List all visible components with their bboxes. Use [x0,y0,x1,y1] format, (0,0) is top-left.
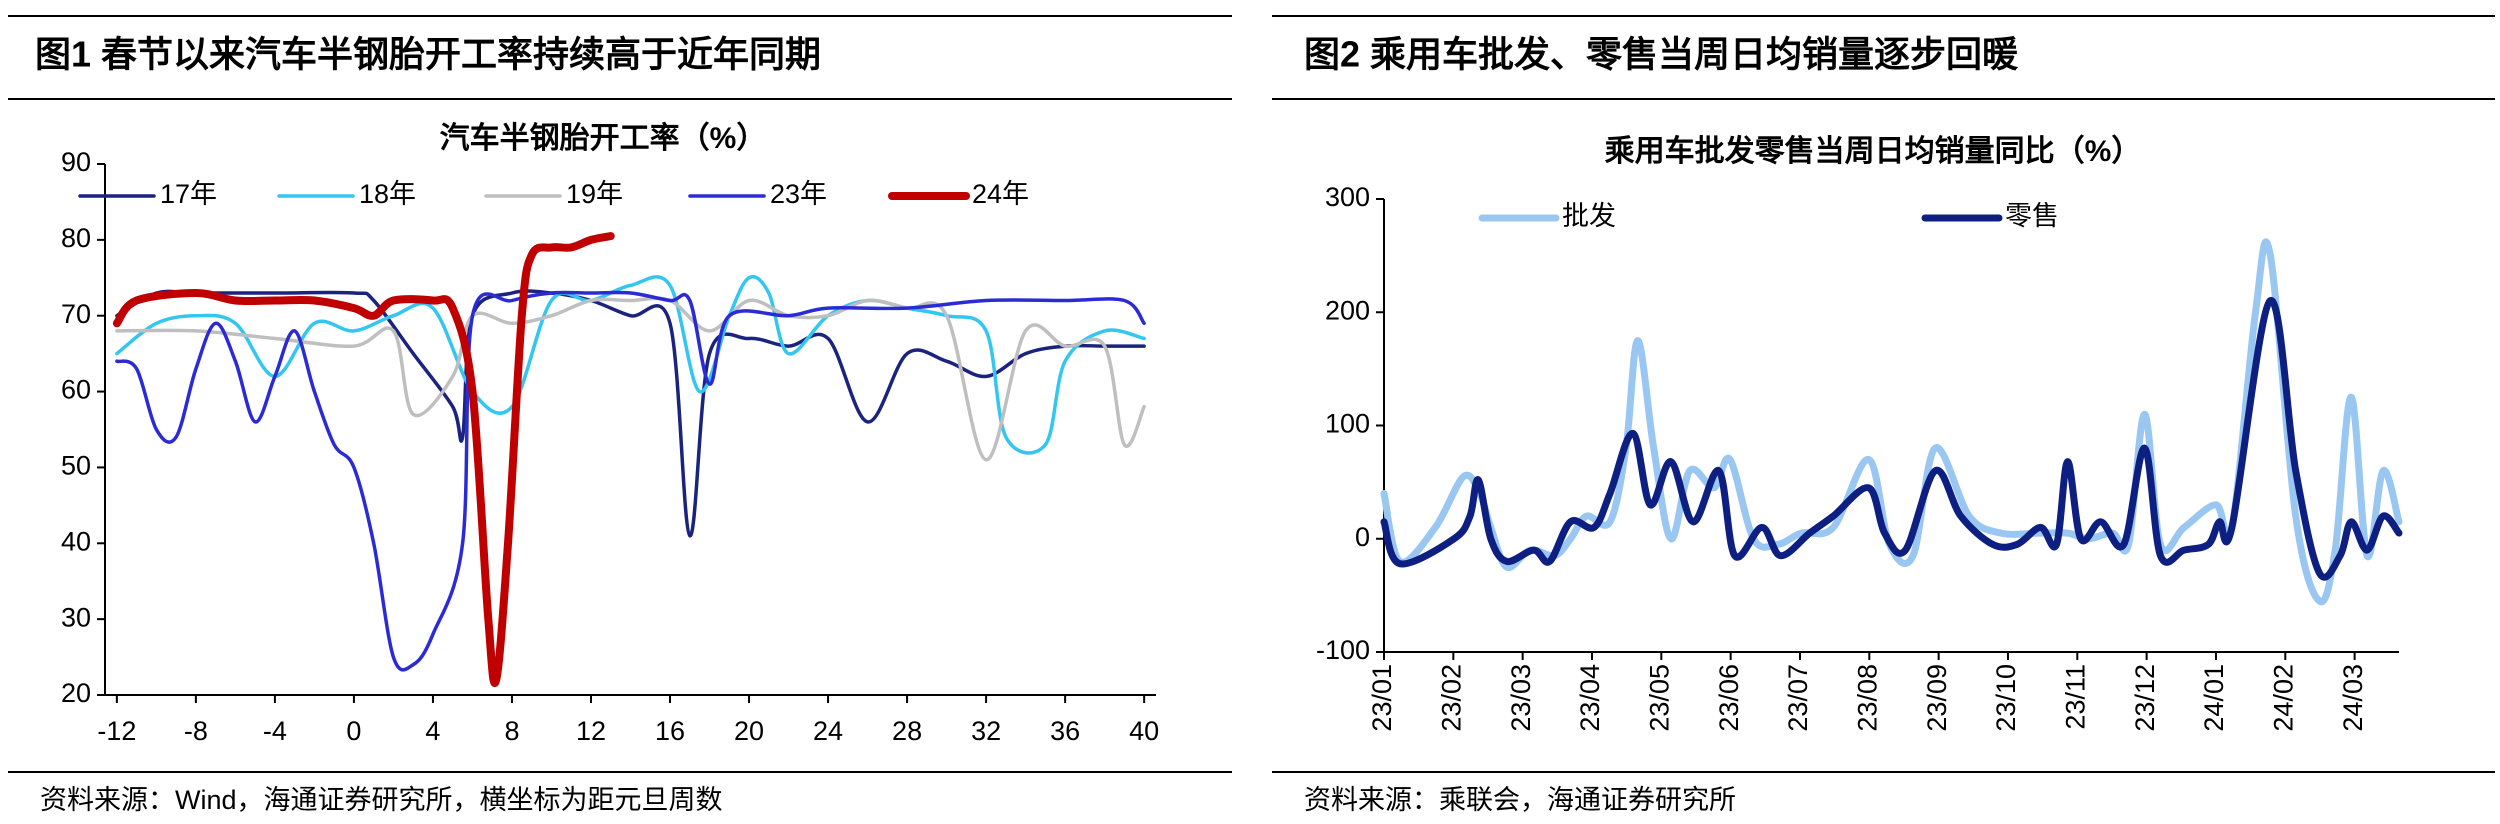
x-tick-label: 24/01 [2199,664,2229,732]
y-tick-label: 100 [1325,409,1370,439]
x-tick-label: 23/02 [1436,664,1466,732]
x-tick-label: 0 [346,716,361,746]
x-tick-label: -8 [184,716,208,746]
x-tick-label: 28 [892,716,922,746]
y-tick-label: 0 [1355,522,1370,552]
chart-title: 乘用车批发零售当周日均销量同比（%） [1605,134,2142,168]
y-tick-label: 60 [61,375,91,405]
x-tick-label: 23/12 [2130,664,2160,732]
legend-label: 23年 [770,179,827,209]
x-tick-label: 4 [425,716,440,746]
y-tick-label: 200 [1325,295,1370,325]
x-tick-label: 23/07 [1783,664,1813,732]
x-tick-label: 36 [1050,716,1080,746]
x-tick-label: 23/11 [2060,664,2090,730]
x-tick-label: 23/09 [1922,664,1952,732]
x-tick-label: 23/03 [1506,664,1536,732]
y-tick-label: 30 [61,602,91,632]
y-tick-label: 40 [61,526,91,556]
x-tick-label: 23/01 [1367,664,1397,732]
x-tick-label: 23/05 [1644,664,1674,732]
x-tick-label: 23/06 [1714,664,1744,732]
x-tick-label: 12 [576,716,606,746]
legend-label: 零售 [2005,201,2059,231]
x-tick-label: 20 [734,716,764,746]
series-line [115,296,1146,462]
y-tick-label: 80 [61,223,91,253]
x-tick-label: 16 [655,716,685,746]
legend-label: 批发 [1562,201,1616,231]
y-tick-label: -100 [1316,635,1370,665]
legend-label: 17年 [160,179,217,209]
x-tick-label: 23/04 [1575,664,1605,732]
x-tick-label: 32 [971,716,1001,746]
series-line [112,232,615,687]
y-tick-label: 300 [1325,182,1370,212]
series-line [115,290,1146,672]
source-note: 资料来源：乘联会，海通证券研究所 [1304,785,1736,815]
y-tick-label: 90 [61,147,91,177]
series-line [115,289,1146,538]
x-tick-label: 23/08 [1852,664,1882,732]
x-tick-label: 40 [1129,716,1159,746]
y-tick-label: 70 [61,299,91,329]
figure-title: 图1 春节以来汽车半钢胎开工率持续高于近年同期 [35,34,821,75]
y-tick-label: 20 [61,678,91,708]
x-tick-label: -4 [263,716,287,746]
x-tick-label: 24 [813,716,843,746]
x-tick-label: 24/03 [2338,664,2368,732]
source-note: 资料来源：Wind，海通证券研究所，横坐标为距元旦周数 [40,785,723,815]
y-tick-label: 50 [61,451,91,481]
figure-title: 图2 乘用车批发、零售当周日均销量逐步回暖 [1304,34,2019,75]
legend-label: 19年 [566,179,623,209]
x-tick-label: 23/10 [1991,664,2021,732]
series-line [1380,297,2403,581]
legend-label: 18年 [359,179,416,209]
x-tick-label: 8 [504,716,519,746]
x-tick-label: -12 [97,716,136,746]
x-tick-label: 24/02 [2268,664,2298,732]
chart-title: 汽车半钢胎开工率（%） [440,121,767,155]
legend-label: 24年 [972,179,1029,209]
series-line [115,275,1146,455]
